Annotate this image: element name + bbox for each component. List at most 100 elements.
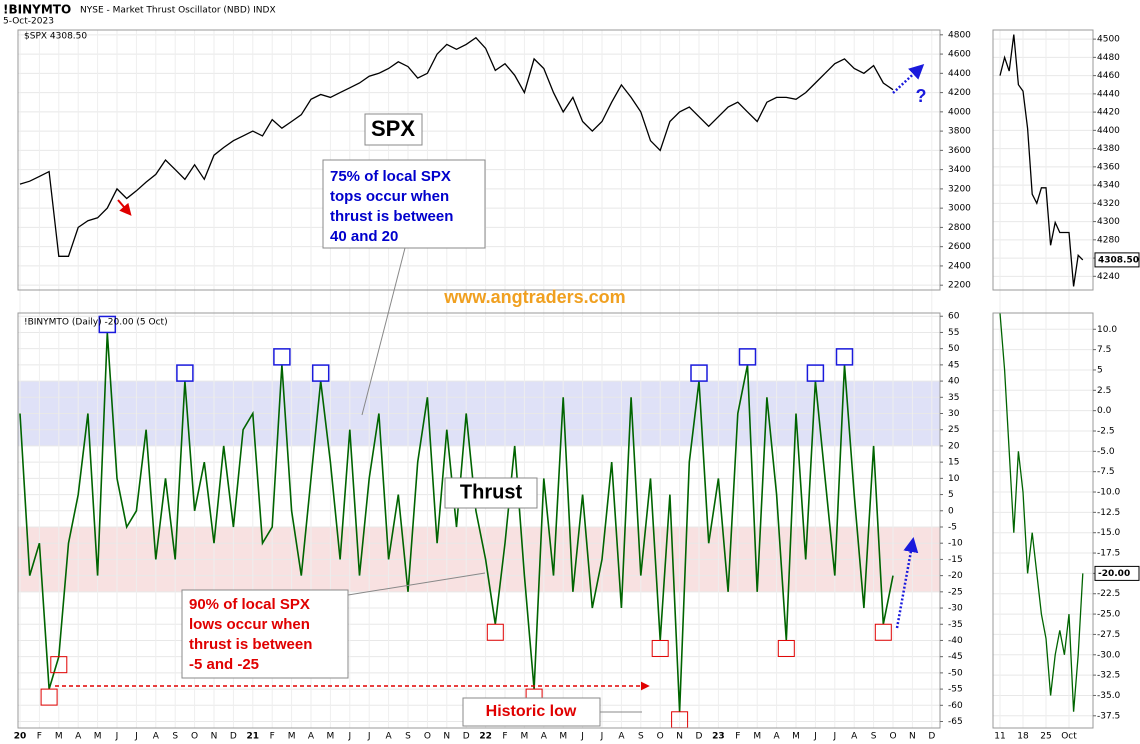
legend: $SPX 4308.50 — [24, 32, 87, 42]
y-tick-label: -10 — [948, 539, 963, 549]
x-tick-label: A — [851, 732, 858, 742]
y-tick-label: 10 — [948, 474, 960, 484]
y-tick-label: 10.0 — [1097, 325, 1117, 335]
annotation: 90% of local SPX — [189, 596, 310, 613]
line — [19, 36, 894, 257]
y-tick-label: -17.5 — [1097, 549, 1120, 559]
x-tick-label: A — [541, 732, 548, 742]
y-tick-label: -22.5 — [1097, 589, 1120, 599]
label-box — [444, 477, 538, 509]
y-tick-label: 4440 — [1097, 89, 1120, 99]
annotation: thrust is between — [330, 208, 453, 225]
y-tick-label: 4800 — [948, 30, 971, 40]
legend: !BINYMTO (Daily) -20.00 (5 Oct) — [24, 318, 168, 328]
y-tick-label: 4320 — [1097, 199, 1120, 209]
x-tick-label: M — [288, 732, 296, 742]
backgrounds — [18, 30, 1093, 728]
x-tick-label: 11 — [994, 732, 1005, 742]
connector — [361, 247, 406, 416]
y-tick-label: 40 — [948, 377, 960, 387]
y-tick-label: -5 — [948, 522, 957, 532]
y-tick-label: -35.0 — [1097, 691, 1121, 701]
highlight-box — [40, 688, 58, 706]
y-tick-label: 3600 — [948, 146, 971, 156]
highlight-box — [777, 639, 795, 657]
x-tick-label: D — [696, 732, 703, 742]
y-tick-label: 3000 — [948, 204, 971, 214]
y-tick-label: -25.0 — [1097, 610, 1121, 620]
y-tick-label: 60 — [948, 312, 960, 322]
x-tick-label: S — [871, 732, 877, 742]
y-tick-label: 2.5 — [1097, 386, 1111, 396]
x-tick-label: Oct — [1061, 732, 1077, 742]
y-tick-label: -20 — [948, 571, 963, 581]
y-tick-label: -27.5 — [1097, 630, 1120, 640]
x-tick-label: M — [327, 732, 335, 742]
x-tick-label: 18 — [1017, 732, 1029, 742]
y-tick-label: 15 — [948, 458, 959, 468]
x-tick-label: D — [463, 732, 470, 742]
watermark: www.angtraders.com — [443, 287, 625, 307]
x-tick-label: O — [657, 732, 664, 742]
highlight-box — [311, 364, 330, 382]
last-value-label: -20.00 — [1098, 569, 1130, 579]
x-tick-label: F — [502, 732, 507, 742]
y-tick-label: 4400 — [1097, 126, 1120, 136]
label-box — [364, 113, 423, 146]
y-tick-label: -2.5 — [1097, 426, 1115, 436]
y-tick-label: 3400 — [948, 165, 971, 175]
frame — [17, 312, 941, 729]
y-tick-label: -50 — [948, 668, 963, 678]
y-tick-label: 4600 — [948, 50, 971, 60]
x-tick-label: N — [909, 732, 916, 742]
x-tick-label: J — [813, 732, 817, 742]
x-tick-label: A — [386, 732, 393, 742]
y-tick-label: 30 — [948, 409, 960, 419]
x-tick-label: O — [191, 732, 198, 742]
x-tick-label: M — [521, 732, 529, 742]
x-tick-label: 22 — [479, 732, 492, 742]
frame — [17, 29, 941, 291]
highlight-box — [690, 364, 708, 382]
y-tick-label: 3200 — [948, 184, 971, 194]
y-tick-label: -37.5 — [1097, 711, 1120, 721]
x-tick-label: 25 — [1040, 732, 1051, 742]
y-tick-label: 35 — [948, 393, 959, 403]
y-tick-label: 4480 — [1097, 53, 1120, 63]
x-tick-label: J — [832, 732, 836, 742]
x-tick-label: A — [308, 732, 315, 742]
y-tick-label: -5.0 — [1097, 447, 1115, 457]
annotation: thrust is between — [189, 636, 312, 653]
highlight-box — [835, 348, 854, 366]
frame — [992, 312, 1094, 729]
highlight-box — [806, 364, 825, 382]
highlight-box — [273, 348, 291, 366]
y-tick-label: -25 — [948, 587, 963, 597]
y-tick-label: 4240 — [1097, 272, 1120, 282]
x-tick-label: O — [424, 732, 431, 742]
x-tick-label: M — [559, 732, 567, 742]
highlight-box — [738, 348, 757, 366]
frame — [992, 29, 1094, 291]
y-tick-label: 7.5 — [1097, 345, 1111, 355]
x-tick-label: 20 — [14, 732, 27, 742]
y-tick-label: 5 — [948, 490, 954, 500]
x-tick-label: A — [618, 732, 625, 742]
label-box — [181, 589, 349, 679]
y-tick-label: -55 — [948, 685, 963, 695]
line — [999, 34, 1084, 287]
x-tick-label: F — [270, 732, 275, 742]
description: NYSE - Market Thrust Oscillator (NBD) IN… — [80, 6, 276, 16]
label-box — [322, 159, 486, 249]
x-tick-label: F — [735, 732, 740, 742]
annotation: SPX — [371, 116, 415, 141]
y-tick-label: -10.0 — [1097, 488, 1121, 498]
arrow — [895, 537, 919, 629]
annotation: lows occur when — [189, 616, 310, 633]
y-tick-label: 4500 — [1097, 35, 1120, 45]
y-tick-label: 0.0 — [1097, 406, 1112, 416]
x-tick-label: 23 — [712, 732, 725, 742]
last-value-box — [1094, 252, 1140, 268]
y-tick-label: 2200 — [948, 281, 971, 291]
